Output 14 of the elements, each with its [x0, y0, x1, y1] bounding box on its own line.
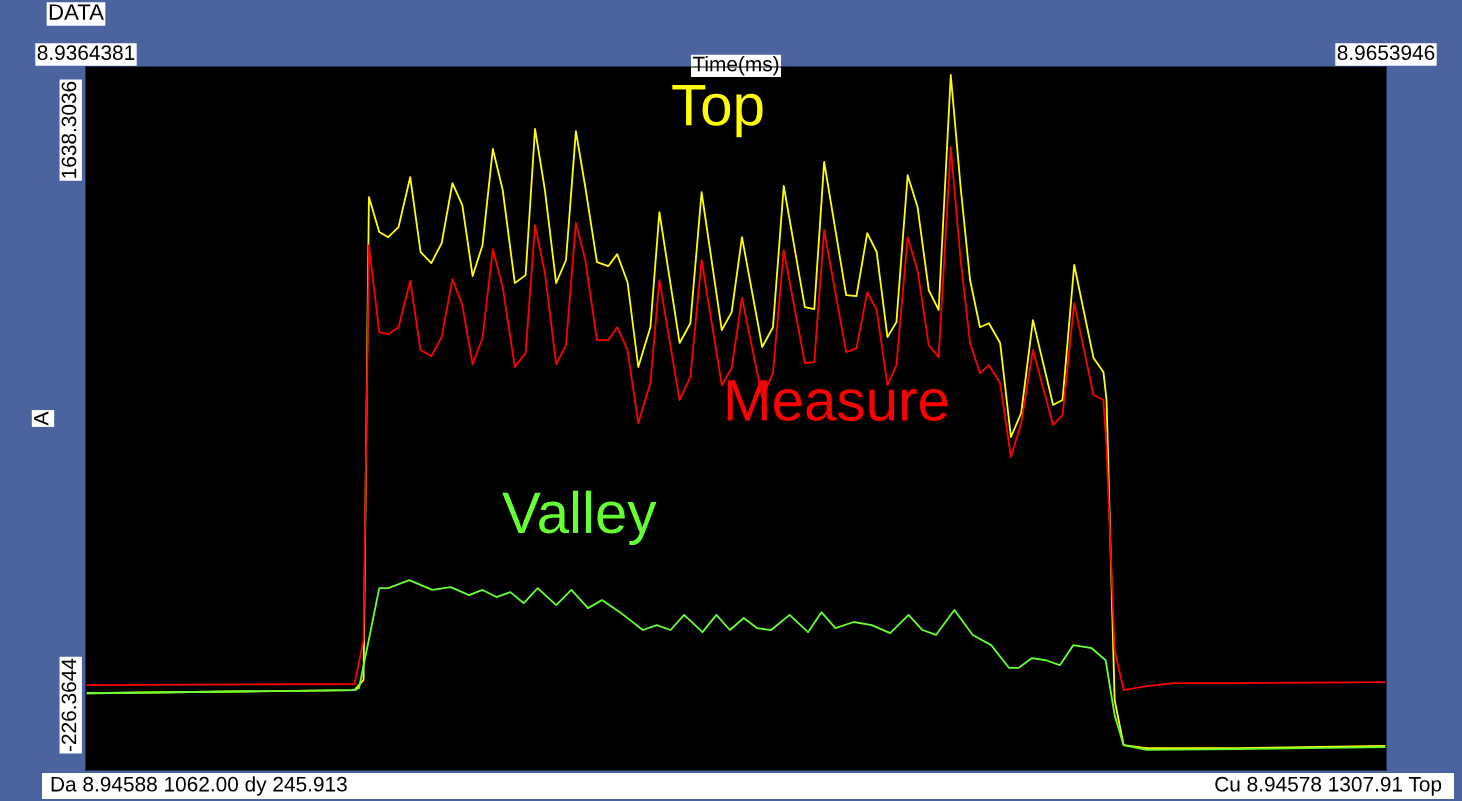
series-label: Valley: [502, 490, 657, 546]
y-tick-label: 1638.3036: [61, 81, 77, 178]
text: Da 8.94588 1062.00 dy 245.913: [51, 776, 347, 796]
y-axis-title: A: [34, 411, 49, 426]
line-series: [86, 579, 1386, 751]
text: Cu 8.94578 1307.91 Top: [1215, 776, 1442, 796]
y-tick-label: -226.3644: [61, 658, 77, 752]
x-tick-label: 8.9653946: [1337, 45, 1435, 61]
x-axis-title: Time(ms): [692, 56, 779, 76]
x-tick-label: 8.9364381: [37, 45, 135, 61]
series-label: Measure: [727, 380, 948, 422]
line-series: [86, 146, 1386, 692]
chart-title: DATA: [49, 4, 104, 20]
series-label: Top: [672, 85, 763, 138]
